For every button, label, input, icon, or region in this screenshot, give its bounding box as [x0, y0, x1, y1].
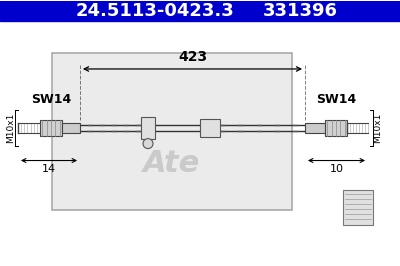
Text: Ate: Ate: [143, 149, 201, 178]
Text: SW14: SW14: [31, 93, 71, 106]
Circle shape: [143, 139, 153, 149]
Bar: [62, 123, 80, 133]
Text: 423: 423: [178, 50, 207, 64]
Bar: [141, 117, 155, 139]
Text: 331396: 331396: [262, 2, 338, 20]
Text: 24.5113-0423.3: 24.5113-0423.3: [76, 2, 234, 20]
Bar: [325, 120, 347, 136]
Text: M10x1: M10x1: [6, 113, 16, 143]
Bar: [0, 1, 400, 21]
Bar: [343, 190, 373, 225]
Bar: [52, 53, 292, 210]
Text: 14: 14: [42, 164, 56, 174]
Bar: [200, 119, 220, 137]
Text: 10: 10: [330, 164, 344, 174]
Bar: [305, 123, 325, 133]
Bar: [40, 120, 62, 136]
Text: M10x1: M10x1: [374, 113, 382, 143]
Text: SW14: SW14: [316, 93, 356, 106]
